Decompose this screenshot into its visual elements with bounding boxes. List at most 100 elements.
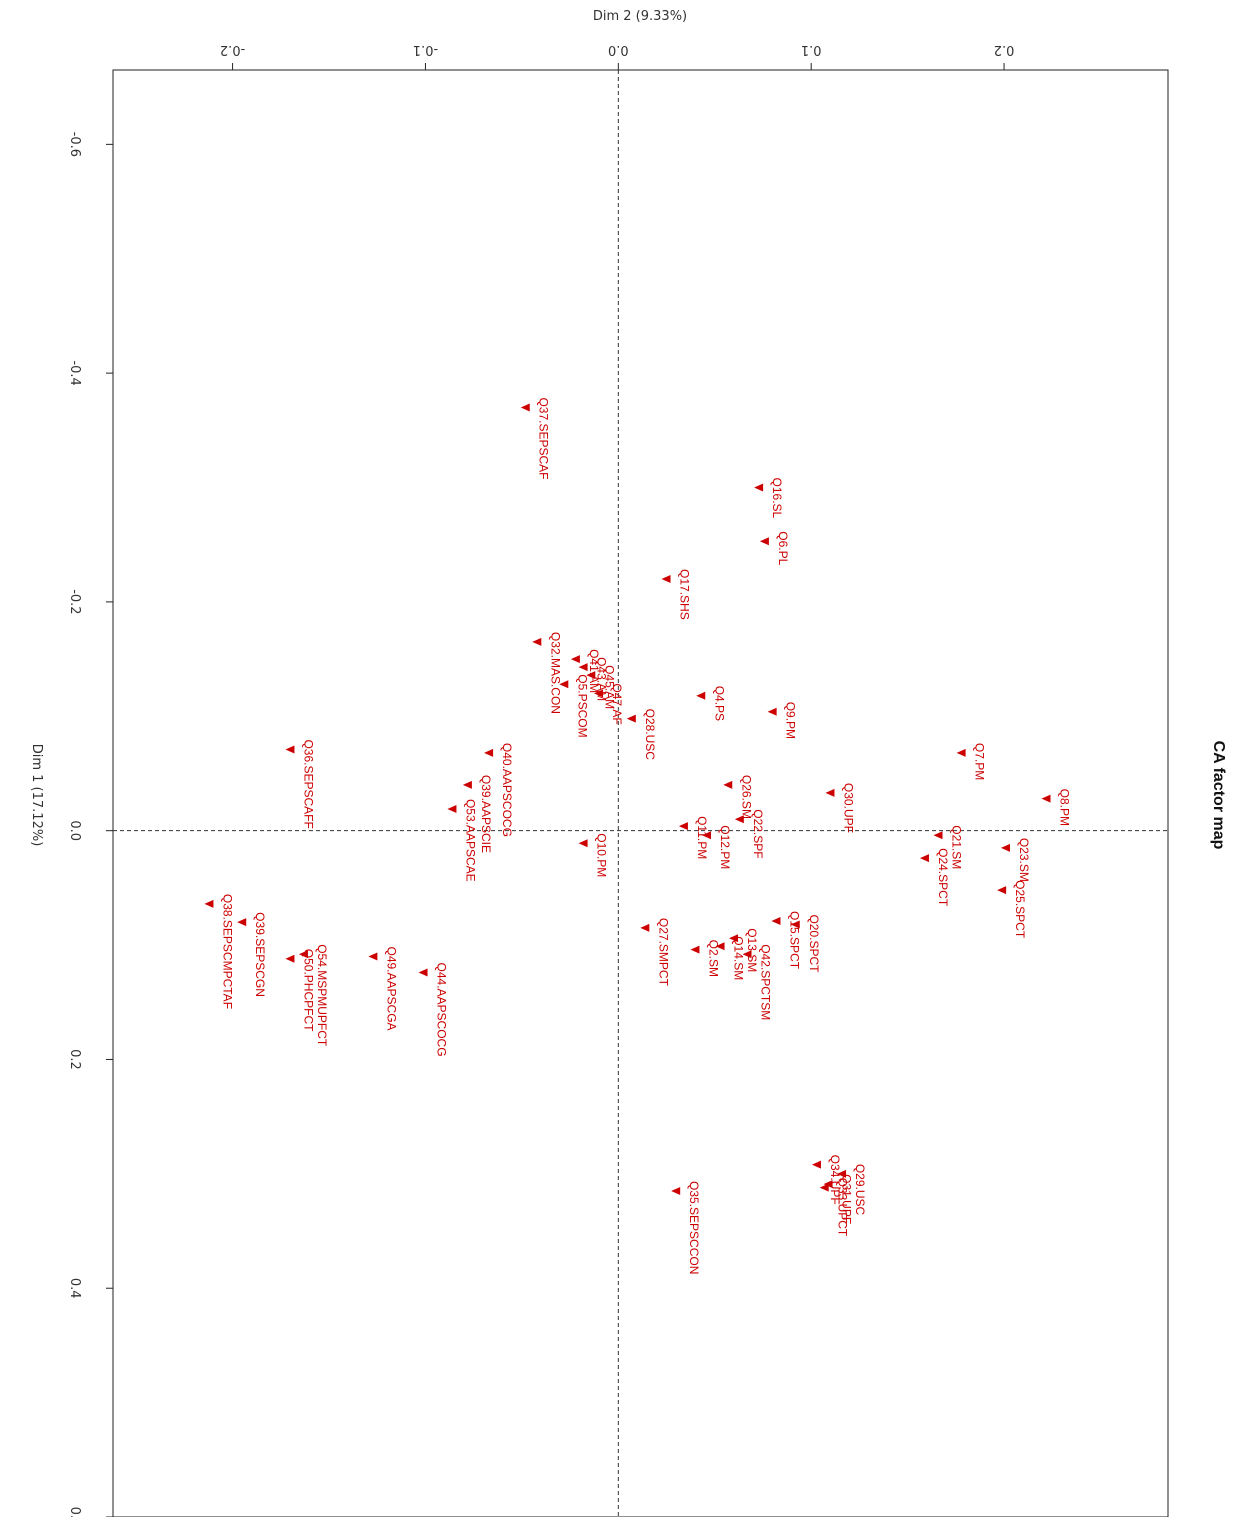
point-label: Q6.PL — [776, 531, 790, 565]
point-marker — [767, 707, 777, 716]
point-label: Q13.SM — [745, 928, 759, 972]
point-marker — [690, 945, 700, 954]
point-label: Q30.UPF — [841, 783, 855, 833]
point-marker — [285, 745, 295, 754]
dim1-axis-ticks: -0.6 -0.4 -0.2 0.0 0.2 0.4 0.6 — [67, 132, 113, 1517]
point-label: Q31.UPF — [840, 1174, 854, 1224]
point-label: Q21.SM — [949, 825, 963, 869]
point-label: Q36.SEPSCAFF — [301, 739, 315, 828]
point-marker — [640, 923, 650, 932]
point-marker — [759, 537, 769, 546]
y-tick-label: 0.6 — [67, 1507, 82, 1517]
point-label: Q32.MAS.CON — [548, 632, 562, 714]
point-label: Q22.SPF — [751, 809, 765, 858]
point-marker — [298, 950, 308, 959]
point-label: Q39.SEPSCGN — [253, 912, 267, 997]
y-tick-label: -0.6 — [67, 132, 82, 157]
point-marker — [586, 671, 596, 680]
data-points: Q37.SEPSCAF Q16.SL Q6.PL Q17.SHS Q32.MAS.CON… — [204, 397, 1071, 1274]
point-marker — [671, 1186, 681, 1195]
point-label: Q49.AAPSCGA — [384, 947, 398, 1031]
point-marker — [715, 942, 725, 951]
point-marker — [825, 788, 835, 797]
point-label: Q20.SPCT — [807, 914, 821, 973]
point-label: Q25.SPCT — [1013, 880, 1027, 939]
x-tick-label: 0.0 — [608, 42, 629, 57]
y-tick-label: -0.4 — [67, 360, 82, 385]
point-marker — [532, 637, 542, 646]
point-label: Q23.SM — [1017, 838, 1031, 882]
point-marker — [237, 918, 247, 927]
y-tick-label: 0.2 — [67, 1049, 82, 1070]
point-label: Q5.PSCOM — [575, 674, 589, 737]
point-label: Q29.USC — [853, 1164, 867, 1216]
point-label: Q47.AF — [610, 683, 624, 724]
point-marker — [570, 655, 580, 664]
point-label: Q8.PM — [1057, 789, 1071, 826]
point-marker — [837, 1169, 847, 1178]
point-label: Q35.SEPSCCON — [687, 1181, 701, 1274]
point-marker — [418, 968, 428, 977]
x-tick-label: 0.1 — [801, 42, 822, 57]
point-marker — [771, 917, 781, 926]
point-label: Q43.AM — [595, 657, 609, 701]
point-marker — [696, 691, 706, 700]
point-marker — [578, 663, 588, 672]
point-marker — [1000, 843, 1010, 852]
point-label: Q38.SEPSCMPCTAF — [220, 894, 234, 1009]
point-marker — [956, 748, 966, 757]
point-marker — [559, 680, 569, 689]
point-marker — [204, 899, 214, 908]
point-label: Q4.PS — [712, 686, 726, 721]
point-marker — [742, 950, 752, 959]
point-label: Q24.SPCT — [936, 848, 950, 907]
point-marker — [723, 780, 733, 789]
chart-title: CA factor map — [1210, 741, 1227, 850]
point-label: Q37.SEPSCAF — [537, 397, 551, 479]
point-marker — [919, 854, 929, 863]
point-marker — [790, 920, 800, 929]
point-marker — [484, 748, 494, 757]
x-tick-label: -0.2 — [220, 42, 245, 57]
point-label: Q44.AAPSCOCG — [435, 963, 449, 1057]
y-tick-label: -0.2 — [67, 589, 82, 614]
point-label: Q28.USC — [643, 709, 657, 761]
dim2-axis-ticks: -0.2 -0.1 0.0 0.1 0.2 — [220, 42, 1015, 70]
point-label: Q14.SM — [732, 936, 746, 980]
point-marker — [594, 689, 604, 698]
plot-frame — [112, 69, 1169, 1517]
point-label: Q17.SHS — [678, 569, 692, 620]
point-label: Q53.AAPSCAE — [463, 799, 477, 882]
point-label: Q41.AM — [587, 649, 601, 693]
point-label: Q26.SM — [739, 775, 753, 819]
point-label: Q11.PM — [695, 816, 709, 859]
point-marker — [734, 815, 744, 824]
x-tick-label: 0.2 — [994, 42, 1015, 57]
point-label: Q12.PM — [718, 825, 732, 869]
point-label: Q2.SM — [706, 940, 720, 977]
point-marker — [819, 1183, 829, 1192]
point-label: Q27.SMPCT — [656, 918, 670, 987]
point-label: Q40.AAPSCOCG — [500, 743, 514, 837]
y-axis-title: Dim 1 (17.12%) — [29, 744, 44, 847]
x-tick-label: -0.1 — [413, 42, 438, 57]
point-marker — [754, 483, 764, 492]
point-label: Q42.SPCTSM — [759, 944, 773, 1020]
point-marker — [729, 934, 739, 943]
point-marker — [462, 780, 472, 789]
x-axis-title: Dim 2 (9.33%) — [593, 9, 687, 24]
point-label: Q54.MSPMUPFCT — [315, 944, 329, 1047]
point-marker — [368, 952, 378, 961]
point-marker — [933, 831, 943, 840]
point-label: Q33.UPCT — [836, 1178, 850, 1237]
y-tick-label: 0.4 — [67, 1278, 82, 1299]
point-label: Q34.UPF — [828, 1155, 842, 1205]
point-marker — [997, 886, 1007, 895]
point-label: Q7.PM — [973, 743, 987, 780]
point-marker — [702, 831, 712, 840]
point-label: Q39.AAPSCIE — [479, 775, 493, 853]
point-marker — [520, 403, 530, 412]
point-marker — [1041, 794, 1051, 803]
point-marker — [661, 575, 671, 584]
